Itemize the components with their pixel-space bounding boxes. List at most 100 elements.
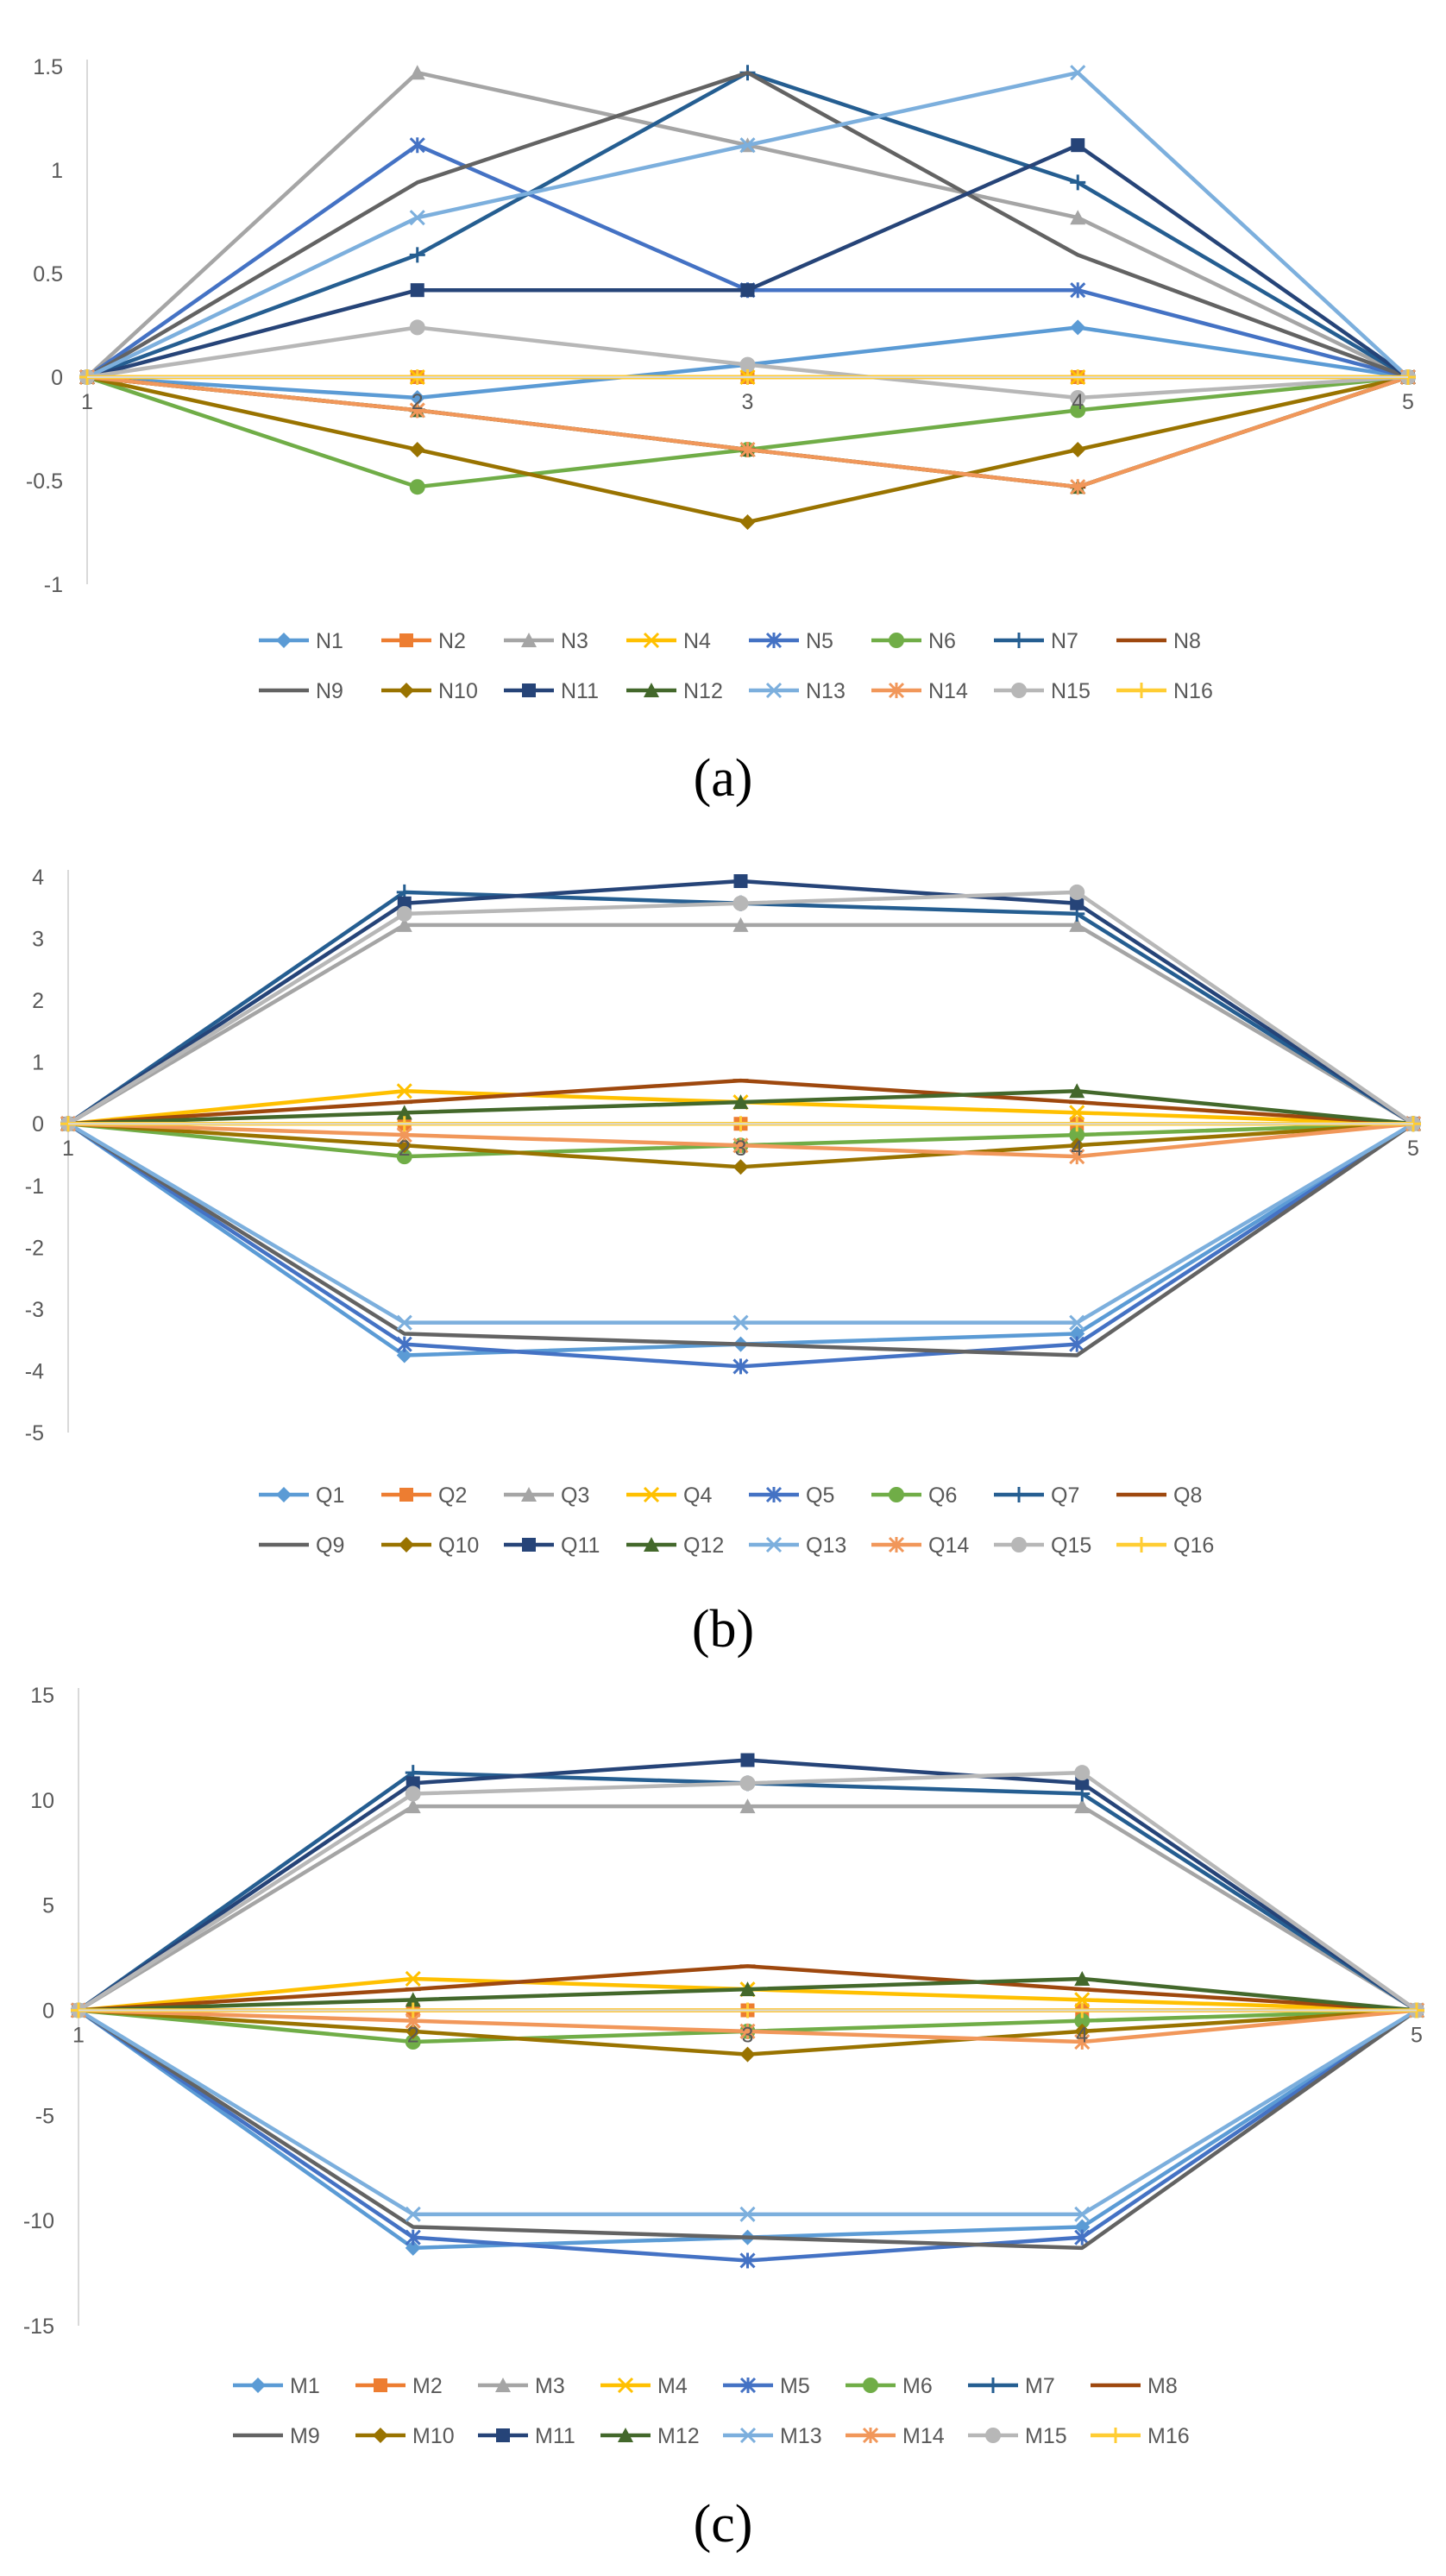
y-tick-label: 0.5 bbox=[33, 262, 63, 287]
data-point-M15-2 bbox=[405, 1786, 421, 1802]
legend-label: Q3 bbox=[561, 1483, 589, 1508]
legend-item-Q9: Q9 bbox=[259, 1534, 344, 1558]
legend-swatch-marker bbox=[1011, 1537, 1027, 1553]
legend-item-M14: M14 bbox=[846, 2424, 945, 2448]
legend-item-M11: M11 bbox=[478, 2424, 575, 2448]
legend-label: M14 bbox=[902, 2424, 945, 2448]
x-tick-label: 4 bbox=[1076, 2024, 1088, 2048]
y-tick-label: -1 bbox=[44, 573, 63, 597]
legend-label: M11 bbox=[535, 2424, 575, 2448]
y-tick-label: 5 bbox=[42, 1894, 54, 1918]
data-point-Q5-2 bbox=[396, 1336, 412, 1352]
legend-item-Q6: Q6 bbox=[871, 1483, 957, 1508]
y-tick-label: -15 bbox=[23, 2315, 54, 2339]
data-point-Q10-2 bbox=[396, 1137, 412, 1154]
series-line-N13 bbox=[86, 70, 1410, 380]
data-point-N11-2 bbox=[410, 283, 424, 298]
data-point-Q3-2 bbox=[396, 916, 412, 932]
data-point-N10-2 bbox=[409, 442, 425, 457]
data-point-Q1-2 bbox=[396, 1347, 412, 1364]
x-tick-label: 1 bbox=[62, 1137, 74, 1161]
legend-swatch-marker bbox=[765, 682, 783, 699]
y-tick-label: 3 bbox=[32, 928, 44, 952]
data-point-M14-4 bbox=[1074, 2033, 1091, 2050]
data-point-M10-2 bbox=[405, 2023, 421, 2039]
legend-item-Q13: Q13 bbox=[749, 1534, 846, 1558]
y-tick-label: 1.5 bbox=[33, 55, 63, 79]
series-line-M3 bbox=[77, 1804, 1418, 2012]
legend-label: N7 bbox=[1051, 629, 1078, 653]
y-tick-label: 15 bbox=[30, 1684, 54, 1708]
y-tick-label: 10 bbox=[30, 1789, 54, 1813]
legend-item-Q14: Q14 bbox=[871, 1534, 969, 1558]
legend-item-N11: N11 bbox=[504, 679, 599, 703]
data-point-Q4-2 bbox=[396, 1083, 412, 1099]
legend-swatch-marker bbox=[399, 683, 414, 698]
data-point-M13-3 bbox=[739, 2206, 756, 2222]
y-tick-label: -1 bbox=[25, 1175, 44, 1199]
data-point-M12-4 bbox=[1074, 1970, 1091, 1986]
legend-label: M7 bbox=[1025, 2374, 1055, 2398]
legend-label: Q8 bbox=[1173, 1483, 1202, 1508]
series-line-Q3 bbox=[66, 923, 1415, 1126]
legend-item-M5: M5 bbox=[723, 2374, 810, 2398]
legend-swatch-marker bbox=[863, 2378, 878, 2393]
data-point-Q5-4 bbox=[1069, 1336, 1085, 1352]
data-point-Q15-2 bbox=[396, 905, 412, 922]
legend-swatch-marker bbox=[374, 2378, 387, 2392]
series-line-M9 bbox=[77, 2008, 1418, 2251]
y-tick-label: -2 bbox=[25, 1236, 44, 1260]
data-point-M6-4 bbox=[1074, 2012, 1091, 2029]
legend-swatch-marker bbox=[373, 2428, 388, 2443]
legend-swatch-marker bbox=[644, 683, 659, 697]
series-N3 bbox=[79, 65, 1416, 384]
data-point-N1-2 bbox=[409, 390, 425, 406]
legend-item-N4: N4 bbox=[626, 629, 711, 653]
panel-label-b: (b) bbox=[692, 1600, 754, 1659]
data-point-Q12-4 bbox=[1069, 1083, 1085, 1099]
legend-swatch-marker bbox=[399, 633, 413, 647]
data-point-N15-3 bbox=[739, 356, 756, 373]
legend-label: Q13 bbox=[806, 1534, 846, 1558]
legend: Q1 Q2 Q3 Q4 Q5 Q6 Q7 Q8 Q9 Q10 Q11 Q12 Q13 Q14 Q15 Q16 bbox=[259, 1483, 1214, 1558]
legend-label: Q10 bbox=[438, 1534, 479, 1558]
y-tick-label: 4 bbox=[32, 866, 44, 890]
legend-item-N14: N14 bbox=[871, 679, 968, 703]
x-tick-label: 1 bbox=[81, 390, 93, 414]
x-tick-label: 3 bbox=[735, 1137, 747, 1161]
legend-swatch-marker bbox=[643, 1486, 660, 1503]
data-point-Q5-3 bbox=[732, 1358, 749, 1375]
legend-label: M16 bbox=[1147, 2424, 1190, 2448]
data-point-Q1-4 bbox=[1069, 1326, 1085, 1342]
legend-label: M5 bbox=[780, 2374, 810, 2398]
x-tick-label: 5 bbox=[1411, 2024, 1423, 2048]
data-point-N5-2 bbox=[409, 137, 425, 154]
chart-panel-c: 15 10 5 0 -5 -10 -15 1 2 3 4 5 M1 M2 M3 M4 M5 M6 M7 M8 M9 M10… bbox=[23, 1684, 1425, 2448]
legend-item-N10: N10 bbox=[381, 679, 478, 703]
legend-swatch-marker bbox=[1011, 633, 1027, 648]
data-point-Q6-4 bbox=[1069, 1127, 1085, 1143]
legend-item-N6: N6 bbox=[871, 629, 956, 653]
legend-item-M16: M16 bbox=[1091, 2424, 1190, 2448]
legend-item-N8: N8 bbox=[1116, 629, 1201, 653]
data-point-N13-4 bbox=[1070, 65, 1086, 81]
data-point-M10-3 bbox=[739, 2046, 756, 2063]
data-point-Q13-4 bbox=[1069, 1314, 1085, 1331]
legend-item-Q16: Q16 bbox=[1116, 1534, 1214, 1558]
panel-label-c: (c) bbox=[694, 2495, 753, 2554]
legend-label: M8 bbox=[1147, 2374, 1178, 2398]
data-point-M11-4 bbox=[1075, 1776, 1090, 1791]
data-point-Q11-4 bbox=[1070, 896, 1084, 910]
legend-item-M6: M6 bbox=[846, 2374, 933, 2398]
series-N7 bbox=[79, 65, 1416, 385]
legend-item-Q7: Q7 bbox=[994, 1483, 1079, 1508]
data-point-Q4-4 bbox=[1069, 1105, 1085, 1121]
series-line-M11 bbox=[77, 1758, 1418, 2012]
legend-label: N15 bbox=[1051, 679, 1091, 703]
legend-swatch-marker bbox=[399, 1488, 413, 1502]
data-point-Q6-2 bbox=[396, 1149, 412, 1165]
legend-item-N12: N12 bbox=[626, 679, 723, 703]
legend-label: Q1 bbox=[316, 1483, 344, 1508]
legend-label: N16 bbox=[1173, 679, 1213, 703]
legend-item-N9: N9 bbox=[259, 679, 343, 703]
